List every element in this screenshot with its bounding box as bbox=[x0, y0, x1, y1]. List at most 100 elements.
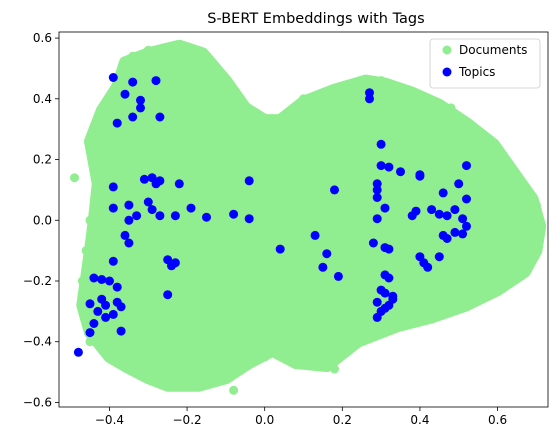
topic-point bbox=[310, 230, 320, 240]
document-point bbox=[85, 337, 95, 347]
topic-point bbox=[396, 167, 405, 177]
topic-point bbox=[458, 229, 468, 239]
topic-point bbox=[108, 182, 118, 192]
topic-point bbox=[244, 176, 254, 186]
topic-point bbox=[128, 112, 138, 122]
topic-point bbox=[139, 174, 149, 184]
topic-point bbox=[132, 211, 142, 221]
topic-point bbox=[116, 326, 126, 336]
document-point bbox=[415, 316, 425, 325]
legend-label-documents: Documents bbox=[459, 43, 527, 57]
document-point bbox=[508, 273, 518, 283]
topic-point bbox=[229, 209, 239, 219]
topic-point bbox=[124, 238, 134, 248]
document-point bbox=[260, 352, 270, 362]
legend-marker-topics bbox=[442, 67, 452, 77]
legend-marker-documents bbox=[442, 45, 452, 55]
topic-point bbox=[462, 194, 471, 204]
topic-point bbox=[244, 214, 254, 224]
topic-point bbox=[415, 171, 425, 181]
topic-point bbox=[116, 302, 126, 312]
topic-point bbox=[124, 200, 134, 210]
document-point bbox=[504, 161, 514, 171]
topic-point bbox=[167, 261, 176, 271]
plot-frame bbox=[58, 31, 549, 408]
x-axis: −0.4 −0.2 0.0 0.2 0.4 0.6 bbox=[95, 407, 507, 427]
topic-point bbox=[384, 244, 394, 254]
document-point bbox=[229, 385, 239, 395]
topic-point bbox=[450, 205, 460, 215]
document-point bbox=[89, 130, 99, 140]
document-point bbox=[283, 352, 293, 362]
documents-layer bbox=[70, 39, 547, 395]
topic-point bbox=[322, 249, 332, 259]
topic-point bbox=[380, 303, 390, 313]
topic-point bbox=[136, 95, 145, 105]
topic-point bbox=[423, 262, 433, 272]
topic-point bbox=[372, 193, 382, 202]
topic-point bbox=[442, 234, 452, 243]
topic-point bbox=[147, 205, 157, 215]
document-point bbox=[345, 343, 355, 353]
document-point bbox=[77, 276, 87, 286]
topic-point bbox=[376, 161, 386, 171]
legend: Documents Topics bbox=[429, 38, 541, 89]
topic-point bbox=[155, 211, 165, 221]
topic-point bbox=[108, 73, 118, 82]
document-point bbox=[112, 358, 122, 368]
x-tick-label: 0.6 bbox=[488, 413, 507, 427]
document-point bbox=[120, 57, 130, 67]
y-tick-label: −0.6 bbox=[23, 395, 52, 409]
y-tick-label: 0.6 bbox=[33, 31, 52, 45]
chart-title: S-BERT Embeddings with Tags bbox=[207, 11, 424, 27]
legend-box bbox=[429, 38, 541, 89]
document-point bbox=[128, 51, 138, 61]
document-point bbox=[244, 106, 254, 116]
document-point bbox=[380, 328, 390, 338]
y-tick-label: 0.4 bbox=[33, 92, 52, 106]
document-point bbox=[213, 373, 223, 383]
document-point bbox=[70, 173, 79, 183]
y-tick-label: 0.0 bbox=[33, 213, 52, 227]
document-point bbox=[139, 370, 149, 380]
topic-point bbox=[427, 205, 437, 215]
topic-point bbox=[380, 203, 390, 213]
topic-point bbox=[108, 203, 118, 213]
y-tick-label: 0.2 bbox=[33, 153, 52, 167]
topic-point bbox=[388, 294, 398, 304]
topic-point bbox=[333, 271, 343, 281]
topic-point bbox=[85, 299, 95, 309]
topic-point bbox=[170, 211, 180, 221]
document-point bbox=[143, 45, 153, 55]
document-point bbox=[299, 94, 308, 104]
x-tick-label: −0.2 bbox=[173, 413, 202, 427]
topic-point bbox=[174, 179, 184, 189]
topic-point bbox=[372, 214, 382, 224]
topic-point bbox=[155, 176, 165, 186]
topic-point bbox=[85, 328, 95, 338]
document-point bbox=[205, 63, 215, 73]
topic-point bbox=[462, 161, 471, 171]
topic-point bbox=[202, 212, 211, 222]
topics-layer bbox=[73, 73, 471, 357]
topic-point bbox=[462, 221, 471, 231]
legend-label-topics: Topics bbox=[458, 65, 495, 79]
document-point bbox=[337, 82, 347, 92]
document-point bbox=[85, 215, 95, 225]
topic-point bbox=[97, 275, 107, 284]
x-tick-label: 0.0 bbox=[255, 413, 274, 427]
topic-point bbox=[275, 244, 285, 254]
topic-point bbox=[101, 312, 111, 322]
topic-point bbox=[434, 209, 444, 219]
topic-point bbox=[365, 94, 374, 104]
topic-point bbox=[112, 282, 122, 292]
topic-point bbox=[384, 273, 394, 283]
document-point bbox=[229, 94, 239, 104]
document-point bbox=[330, 364, 339, 374]
topic-point bbox=[411, 206, 421, 216]
topic-point bbox=[376, 139, 386, 149]
documents-cloud bbox=[76, 39, 547, 392]
topic-point bbox=[136, 103, 145, 113]
topic-point bbox=[458, 214, 468, 224]
